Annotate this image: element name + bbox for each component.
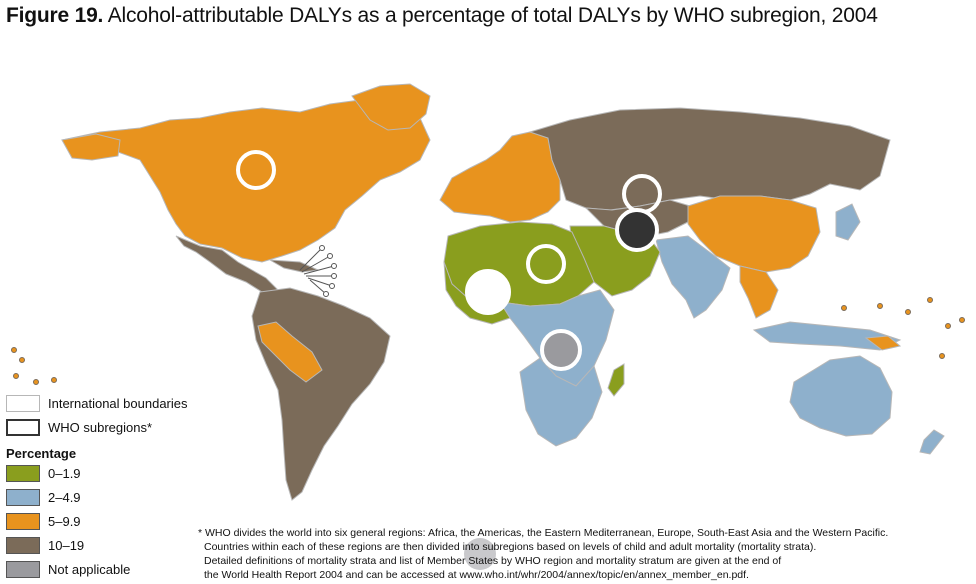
legend-swatch — [6, 537, 40, 554]
legend-label: 10–19 — [48, 538, 85, 553]
legend-swatch — [6, 465, 40, 482]
legend-label: 2–4.9 — [48, 490, 81, 505]
small-island-markers — [11, 297, 965, 385]
region-russia — [528, 107, 891, 211]
region-alaska — [61, 133, 121, 161]
legend-swatch — [6, 489, 40, 506]
region-madagascar — [607, 363, 625, 397]
figure-title-text: Alcohol-attributable DALYs as a percenta… — [107, 4, 878, 27]
footnote-line: Countries within each of these regions a… — [204, 541, 817, 553]
region-china — [687, 195, 821, 273]
region-southern-africa — [519, 357, 603, 447]
region-australia — [789, 355, 893, 437]
legend-item: 10–19 — [4, 537, 204, 557]
legend-swatch-subregion — [6, 419, 40, 436]
legend-item: Not applicable — [4, 561, 204, 581]
overlay-circles — [236, 150, 662, 570]
region-caribbean — [269, 259, 320, 273]
region-europe-west — [439, 131, 561, 223]
legend-swatch-boundary — [6, 395, 40, 412]
legend-swatch — [6, 561, 40, 578]
legend-heading: Percentage — [6, 446, 77, 461]
legend-label: 5–9.9 — [48, 514, 81, 529]
legend-who-subregions: WHO subregions* — [4, 419, 204, 439]
region-north-america — [61, 99, 431, 263]
region-southeast-asia — [739, 265, 779, 319]
region-japan — [835, 203, 861, 241]
region-greenland — [351, 83, 431, 131]
region-papua — [864, 335, 902, 351]
legend-label: 0–1.9 — [48, 466, 81, 481]
legend-item: 5–9.9 — [4, 513, 204, 533]
region-new-zealand — [919, 429, 945, 455]
region-south-america — [251, 287, 391, 501]
legend-swatch — [6, 513, 40, 530]
footnote: * WHO divides the world into six general… — [198, 526, 974, 582]
figure-number: Figure 19. — [6, 4, 104, 27]
footnote-line: * WHO divides the world into six general… — [198, 527, 889, 539]
region-south-asia — [655, 235, 731, 319]
legend-label: Not applicable — [48, 562, 131, 577]
legend-item: 0–1.9 — [4, 465, 204, 485]
legend-item: 2–4.9 — [4, 489, 204, 509]
footnote-line: the World Health Report 2004 and can be … — [204, 569, 749, 581]
footnote-line: Detailed definitions of mortality strata… — [204, 555, 782, 567]
caribbean-callout-lines — [299, 245, 337, 297]
figure-title: Figure 19. Alcohol-attributable DALYs as… — [6, 2, 970, 30]
legend-label: WHO subregions* — [48, 420, 153, 435]
region-andean-orange — [257, 321, 323, 383]
legend-label: International boundaries — [48, 396, 188, 411]
legend-international-boundaries: International boundaries — [4, 395, 204, 415]
